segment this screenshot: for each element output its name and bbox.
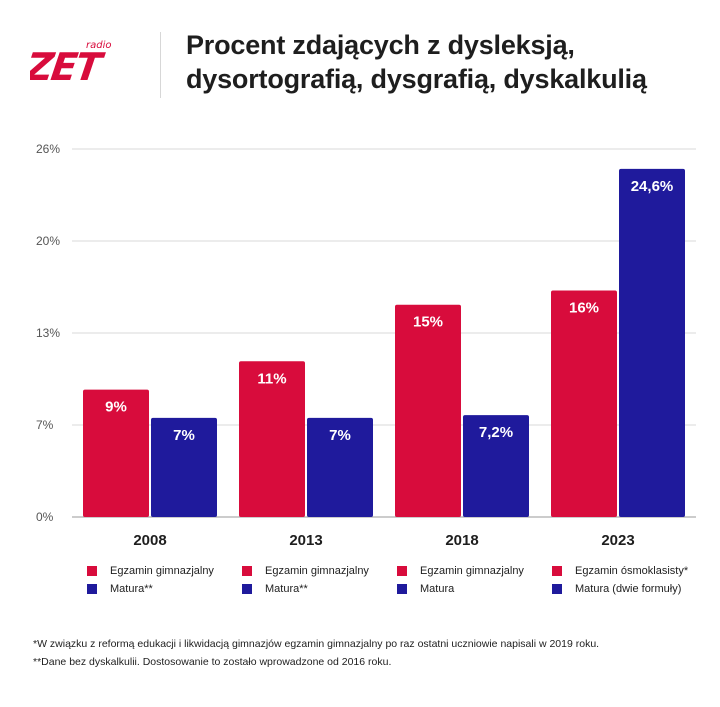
x-tick-label: 2018: [445, 532, 478, 549]
footnote-1: *W związku z reformą edukacji i likwidac…: [33, 638, 600, 650]
legend-label: Egzamin ósmoklasisty*: [575, 565, 689, 577]
legend-swatch: [397, 566, 407, 576]
chart-title: Procent zdających z dysleksją, dysortogr…: [186, 28, 706, 96]
x-tick-label: 2013: [289, 532, 322, 549]
y-tick-label: 20%: [36, 234, 60, 248]
legend-item: Egzamin gimnazjalny: [242, 565, 369, 577]
header-divider: [160, 32, 161, 98]
bar: [151, 417, 217, 517]
bar: [619, 168, 685, 518]
bar-data-label: 9%: [105, 399, 127, 416]
bar-data-label: 7%: [329, 427, 351, 444]
bar: [83, 389, 149, 517]
legend-item: Matura**: [242, 583, 308, 595]
legend-swatch: [552, 566, 562, 576]
radio-zet-logo: radio ZET: [22, 38, 130, 90]
legend-label: Egzamin gimnazjalny: [110, 565, 214, 577]
legend-swatch: [397, 584, 407, 594]
legend-label: Matura**: [110, 583, 153, 595]
bar-data-label: 16%: [569, 300, 599, 317]
legend-item: Matura: [397, 583, 454, 595]
bar: [307, 417, 373, 517]
y-tick-label: 0%: [36, 510, 54, 524]
y-tick-label: 13%: [36, 326, 60, 340]
logo-zet-mark: ZET: [22, 46, 107, 90]
legend-label: Matura**: [265, 583, 308, 595]
bar: [551, 290, 617, 517]
legend-swatch: [242, 566, 252, 576]
y-tick-label: 7%: [36, 418, 54, 432]
y-tick-label: 26%: [36, 142, 60, 156]
legend-swatch: [87, 584, 97, 594]
footnotes: *W związku z reformą edukacji i likwidac…: [33, 635, 703, 671]
bar-chart: 0% 7% 13% 20% 26% 9% 7% 2008 11% 7% 2013 15% 7,2% 201…: [36, 142, 696, 549]
legend-item: Egzamin ósmoklasisty*: [552, 565, 688, 577]
legend-item: Egzamin gimnazjalny: [87, 565, 214, 577]
legend-swatch: [552, 584, 562, 594]
legend-label: Egzamin gimnazjalny: [265, 565, 369, 577]
legend-label: Matura (dwie formuły): [575, 583, 682, 595]
legend-item: Egzamin gimnazjalny: [397, 565, 524, 577]
bar-data-label: 24,6%: [631, 178, 674, 195]
logo-radio-word: radio: [86, 40, 112, 51]
bar: [395, 304, 461, 517]
bar: [239, 361, 305, 517]
bar-data-label: 11%: [257, 370, 286, 387]
legend-swatch: [242, 584, 252, 594]
bar-data-label: 7,2%: [479, 424, 513, 441]
chart-title-line-1: Procent zdających z dysleksją,: [186, 30, 575, 60]
x-tick-label: 2008: [133, 532, 166, 549]
legend-swatch: [87, 566, 97, 576]
chart-title-line-2: dysortografią, dysgrafią, dyskalkulią: [186, 64, 647, 94]
logo-zet-text: ZET: [30, 46, 107, 88]
legend-label: Egzamin gimnazjalny: [420, 565, 524, 577]
bar-data-label: 15%: [413, 314, 443, 331]
x-tick-label: 2023: [601, 532, 634, 549]
legend-label: Matura: [420, 583, 455, 595]
footnote-2: **Dane bez dyskalkulii. Dostosowanie to …: [33, 656, 392, 668]
legend-item: Matura (dwie formuły): [552, 583, 681, 595]
legend-item: Matura**: [87, 583, 153, 595]
bar: [463, 415, 529, 517]
bar-data-label: 7%: [173, 427, 195, 444]
